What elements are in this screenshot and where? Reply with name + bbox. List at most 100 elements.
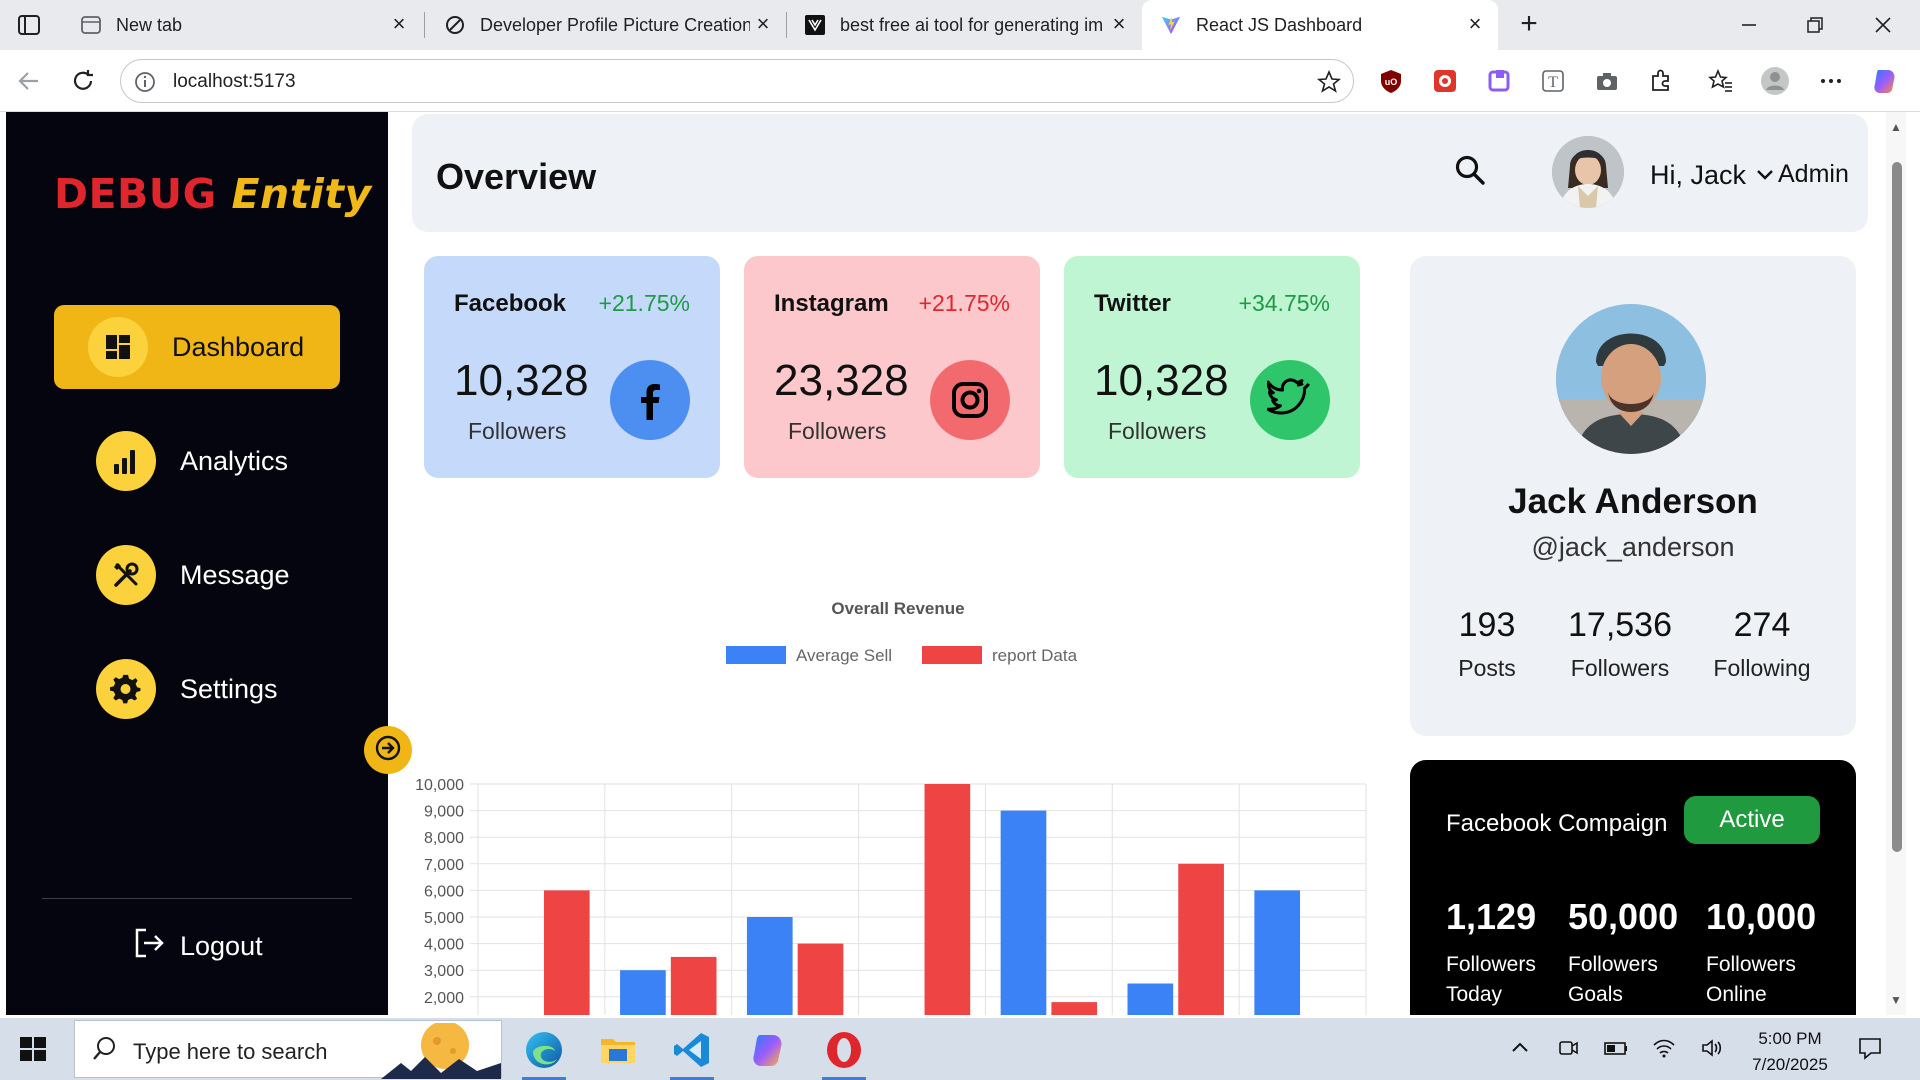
role-dropdown[interactable]: Admin — [1756, 160, 1849, 189]
sidebar-toggle-button[interactable] — [364, 726, 412, 774]
site-info-icon[interactable] — [133, 70, 157, 94]
stat-label: Following — [1713, 655, 1811, 681]
status-badge: Active — [1684, 796, 1820, 844]
extension-purple-icon[interactable] — [1484, 66, 1514, 96]
wifi-icon[interactable] — [1650, 1034, 1678, 1062]
profile-avatar[interactable] — [1556, 304, 1706, 454]
close-window-icon[interactable] — [1868, 10, 1898, 40]
favorite-star-icon[interactable] — [1316, 69, 1342, 94]
edge-icon[interactable] — [518, 1024, 570, 1080]
notifications-icon[interactable] — [1856, 1034, 1884, 1062]
copilot-app-icon[interactable] — [742, 1024, 794, 1076]
instagram-icon — [930, 360, 1010, 440]
tab-separator — [786, 12, 787, 38]
taskbar-clock[interactable]: 5:00 PM 7/20/2025 — [1740, 1026, 1840, 1078]
file-explorer-icon[interactable] — [592, 1024, 644, 1076]
brand-part2: Entity — [231, 170, 372, 218]
campaign-stat-online: 10,000 Followers Online — [1706, 896, 1816, 1010]
url-text: localhost:5173 — [173, 71, 296, 92]
tab-actions-button[interactable] — [16, 12, 42, 38]
bar-report-data — [670, 956, 717, 1015]
arrow-right-icon — [374, 734, 402, 767]
bar-average-sell — [1127, 983, 1174, 1015]
close-tab-icon[interactable]: × — [1468, 11, 1482, 36]
opera-icon[interactable] — [818, 1024, 870, 1080]
stat-following: 274 Following — [1700, 606, 1824, 682]
legend-swatch — [726, 646, 786, 664]
tray-chevron-up-icon[interactable] — [1506, 1034, 1534, 1062]
tab-react-dashboard[interactable]: React JS Dashboard × — [1142, 0, 1498, 50]
windows-start-icon[interactable] — [18, 1034, 48, 1064]
more-options-icon[interactable] — [1816, 66, 1846, 96]
platform-name: Twitter — [1094, 290, 1171, 317]
text-tool-icon[interactable]: T — [1538, 66, 1568, 96]
taskbar-search-field[interactable]: Type here to search — [74, 1020, 502, 1079]
bar-report-data — [1051, 1002, 1098, 1015]
svg-text:uO: uO — [1385, 77, 1398, 87]
y-tick-label: 6,000 — [424, 883, 464, 900]
chart-legend: Average Sell report Data — [726, 646, 1078, 665]
avatar[interactable] — [1552, 136, 1624, 208]
tab-ai-tool[interactable]: best free ai tool for generating im × — [786, 0, 1142, 50]
campaign-stat-label: Followers Today — [1446, 953, 1536, 1006]
close-tab-icon[interactable]: × — [392, 11, 406, 36]
tab-title: Developer Profile Picture Creation — [480, 14, 750, 35]
svg-text:T: T — [1548, 74, 1558, 91]
sidebar-item-label: Settings — [180, 673, 278, 704]
close-tab-icon[interactable]: × — [1112, 11, 1126, 36]
sidebar-item-label: Dashboard — [172, 331, 305, 362]
bar-report-data — [1178, 863, 1224, 1015]
scroll-up-icon[interactable]: ▲ — [1890, 120, 1902, 134]
chart-y-ticks: 01,0002,0003,0004,0005,0006,0007,0008,00… — [415, 777, 464, 1007]
sidebar-divider — [42, 898, 352, 899]
sidebar-item-analytics[interactable]: Analytics — [54, 419, 340, 503]
active-app-indicator — [822, 1077, 866, 1080]
stat-label: Followers — [1570, 655, 1670, 681]
reload-icon[interactable] — [66, 64, 100, 98]
camera-icon[interactable] — [1592, 66, 1622, 96]
scroll-down-icon[interactable]: ▼ — [1890, 993, 1902, 1007]
battery-icon[interactable] — [1602, 1034, 1630, 1062]
scrollbar-thumb[interactable] — [1892, 162, 1902, 852]
stat-posts: 193 Posts — [1444, 606, 1530, 682]
page-scrollbar[interactable]: ▲ ▼ — [1886, 112, 1906, 1015]
search-icon — [91, 1035, 119, 1068]
minimize-icon[interactable] — [1734, 10, 1764, 40]
url-field[interactable]: localhost:5173 — [120, 59, 1354, 103]
extensions-puzzle-icon[interactable] — [1646, 66, 1676, 96]
vite-icon — [1160, 14, 1182, 36]
instagram-card: Instagram +21.75% 23,328 Followers — [744, 256, 1040, 478]
copilot-icon[interactable] — [1870, 66, 1900, 96]
platform-name: Instagram — [774, 290, 889, 317]
close-tab-icon[interactable]: × — [756, 11, 770, 36]
dashboard-icon — [88, 317, 148, 377]
y-tick-label: 4,000 — [424, 937, 464, 954]
tab-new-tab[interactable]: New tab × — [62, 0, 422, 50]
sidebar-item-dashboard[interactable]: Dashboard — [54, 305, 340, 389]
search-button[interactable] — [1450, 152, 1490, 192]
back-icon[interactable] — [12, 64, 46, 98]
sidebar: DEBUG Entity Dashboard Analytics Message — [6, 112, 388, 1015]
campaign-stat-label: Followers Online — [1706, 953, 1796, 1006]
new-tab-button[interactable]: + — [1520, 7, 1538, 40]
sidebar-item-label: Message — [180, 559, 290, 590]
tab-developer-profile[interactable]: Developer Profile Picture Creation × — [426, 0, 786, 50]
meet-now-icon[interactable] — [1554, 1034, 1582, 1062]
stat-followers: 17,536 Followers — [1550, 606, 1690, 682]
ublock-icon[interactable]: uO — [1376, 66, 1406, 96]
campaign-stat-value: 10,000 — [1706, 896, 1817, 937]
browser-tab-strip: New tab × Developer Profile Picture Crea… — [0, 0, 1920, 50]
y-tick-label: 5,000 — [424, 910, 464, 927]
follower-count: 10,328 — [1094, 356, 1229, 405]
facebook-card: Facebook +21.75% 10,328 Followers — [424, 256, 720, 478]
volume-icon[interactable] — [1698, 1034, 1726, 1062]
sidebar-item-settings[interactable]: Settings — [54, 647, 340, 731]
favorites-icon[interactable] — [1706, 66, 1736, 96]
profile-icon[interactable] — [1760, 66, 1790, 96]
extension-red-icon[interactable] — [1430, 66, 1460, 96]
logout-button[interactable]: Logout — [132, 926, 263, 967]
revenue-chart: Overall Revenue Average Sell report Data … — [412, 572, 1372, 1015]
vscode-icon[interactable] — [666, 1024, 718, 1080]
restore-icon[interactable] — [1800, 10, 1830, 40]
sidebar-item-message[interactable]: Message — [54, 533, 340, 617]
